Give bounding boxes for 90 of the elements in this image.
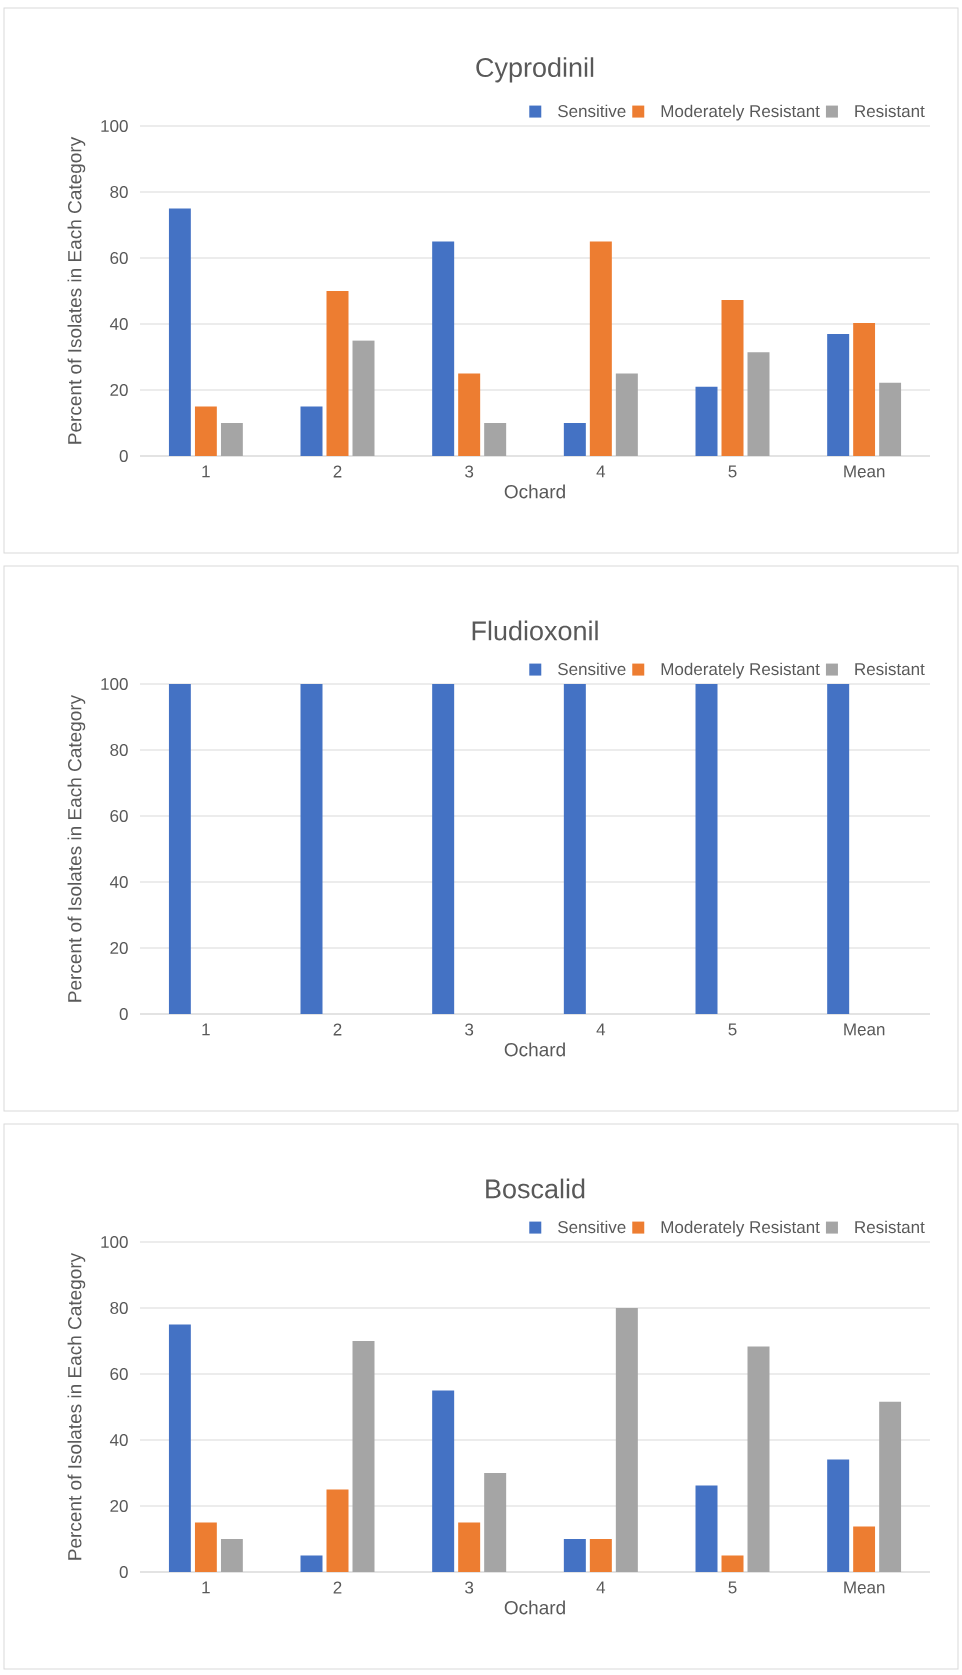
y-tick-label: 60: [110, 809, 128, 823]
x-tick-label: 4: [596, 1581, 606, 1594]
bar: [695, 1485, 718, 1572]
bar: [352, 340, 375, 456]
bar: [168, 208, 191, 456]
bar: [220, 1538, 243, 1572]
bar: [194, 406, 217, 456]
y-tick-label: 100: [101, 1235, 128, 1249]
y-tick-label: 100: [101, 119, 128, 133]
legend-label: Sensitive: [558, 662, 626, 676]
bar: [484, 1472, 507, 1572]
y-axis-title: Percent of Isolates in Each Category: [67, 694, 86, 1002]
legend-label: Moderately Resistant: [661, 104, 820, 121]
bar: [458, 1522, 481, 1572]
x-tick-label: 1: [202, 1581, 210, 1594]
bar: [721, 299, 744, 456]
bar: [563, 422, 586, 456]
bar: [563, 1538, 586, 1572]
bar: [615, 373, 638, 456]
x-tick-label: 3: [465, 1581, 474, 1594]
bar: [458, 373, 481, 456]
legend-label: Sensitive: [558, 1220, 626, 1234]
x-axis-title: Ochard: [504, 1600, 565, 1615]
bar: [853, 323, 876, 456]
chart-title: Cyprodinil: [476, 57, 594, 83]
bar: [168, 1324, 191, 1572]
legend-label: Sensitive: [558, 104, 626, 118]
legend-label: Resistant: [855, 1220, 925, 1234]
bar: [300, 1555, 323, 1572]
chart-title: Boscalid: [486, 1178, 585, 1199]
y-tick-label: 80: [110, 743, 128, 757]
y-tick-label: 20: [110, 941, 128, 955]
bar: [747, 1346, 770, 1572]
bar: [747, 352, 770, 456]
y-tick-label: 60: [110, 251, 128, 265]
legend-label: Resistant: [855, 662, 925, 676]
x-tick-label: Mean: [844, 1023, 885, 1036]
x-tick-label: 4: [596, 1023, 606, 1036]
y-tick-label: 40: [109, 875, 128, 889]
bar: [326, 290, 349, 456]
x-tick-label: 2: [333, 1581, 342, 1594]
y-tick-label: 100: [101, 677, 128, 691]
bar: [827, 1459, 850, 1572]
legend-label: Resistant: [855, 104, 925, 118]
y-axis-title: Percent of Isolates in Each Category: [67, 1252, 86, 1560]
bar: [300, 406, 323, 456]
y-tick-label: 40: [109, 1433, 128, 1447]
x-tick-label: 1: [202, 1023, 210, 1036]
bar: [827, 333, 850, 456]
x-tick-label: 5: [728, 1581, 737, 1594]
bar: [352, 1340, 375, 1572]
x-tick-label: Mean: [844, 1581, 885, 1594]
y-tick-label: 0: [119, 1007, 128, 1021]
bar: [879, 382, 902, 456]
x-tick-label: 5: [728, 1023, 737, 1036]
x-axis-title: Ochard: [504, 1042, 565, 1057]
bar: [853, 1526, 876, 1572]
y-tick-label: 0: [119, 449, 128, 463]
y-tick-label: 20: [110, 383, 128, 397]
legend-label: Moderately Resistant: [661, 662, 820, 679]
legend-label: Moderately Resistant: [661, 1220, 820, 1237]
bar: [721, 1555, 744, 1572]
x-tick-label: 2: [333, 1023, 342, 1036]
x-tick-label: Mean: [844, 465, 885, 478]
bar: [432, 1390, 455, 1572]
y-tick-label: 0: [119, 1565, 128, 1579]
x-tick-label: 2: [333, 465, 342, 478]
y-axis-title: Percent of Isolates in Each Category: [67, 136, 86, 444]
bar: [589, 1538, 612, 1572]
x-tick-label: 4: [596, 465, 606, 478]
y-tick-label: 20: [110, 1499, 128, 1513]
bar: [589, 241, 612, 456]
bar: [695, 386, 718, 456]
bar: [326, 1489, 349, 1572]
y-tick-label: 80: [110, 1301, 128, 1315]
y-tick-label: 40: [109, 317, 128, 331]
bar: [484, 422, 507, 456]
y-tick-label: 80: [110, 185, 128, 199]
bar: [220, 422, 243, 456]
bar: [615, 1308, 638, 1572]
y-tick-label: 60: [110, 1367, 128, 1381]
x-axis-title: Ochard: [504, 484, 565, 499]
x-tick-label: 1: [202, 465, 210, 478]
x-tick-label: 3: [465, 1023, 474, 1036]
bar: [432, 241, 455, 456]
x-tick-label: 3: [465, 465, 474, 478]
x-tick-label: 5: [728, 465, 737, 478]
bar: [879, 1401, 902, 1572]
bar: [194, 1522, 217, 1572]
chart-title: Fludioxonil: [472, 620, 598, 641]
